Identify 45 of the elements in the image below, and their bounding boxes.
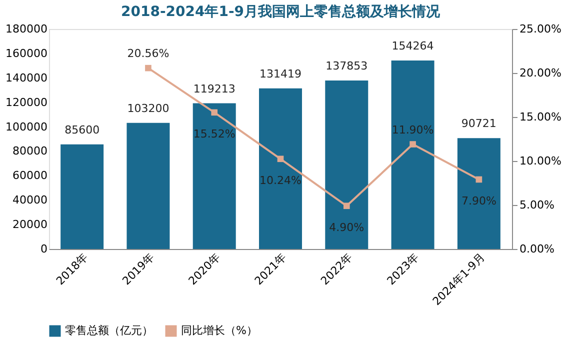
data-label: 119213 [193,82,236,96]
y-tick-label: 20000 [12,218,48,232]
y2-tick-label: 5.00% [520,198,554,212]
point [145,64,152,72]
data-label: 137853 [326,60,368,73]
point [211,109,218,116]
y2-tick-label: 15.00% [520,110,562,124]
data-label: 4.90% [329,220,364,234]
bar [60,144,104,249]
bar [325,80,368,249]
y-tick-label: 180000 [6,22,48,36]
y-tick-label: 160000 [6,46,48,60]
bar [259,88,302,249]
bar [126,122,170,249]
bar [457,138,500,249]
data-label: 103200 [127,102,170,115]
chart-title: 2018-2024年1-9月我国网上零售总额及增长情况 [120,3,442,20]
bar [192,103,236,249]
legend-label: 零售总额（亿元） [65,324,153,337]
point [410,141,416,148]
data-label: 90721 [461,117,496,130]
y-tick-label: 0 [40,242,48,256]
data-label: 20.56% [127,47,170,60]
y-tick-label: 80000 [12,144,48,158]
y2-tick-label: 20.00% [520,66,562,80]
y2-tick-label: 10.00% [520,154,562,168]
y-tick-label: 60000 [12,169,48,182]
y-tick-label: 140000 [6,71,48,84]
y2-tick-label: 25.00% [520,22,562,36]
point [476,176,482,183]
y-tick-label: 40000 [12,194,48,207]
legend-label: 同比增长（%） [181,324,258,337]
y-tick-label: 120000 [6,96,48,109]
y2-tick-label: 0.00% [520,242,554,256]
point [277,156,284,162]
data-label: 85600 [64,123,100,136]
bar [391,60,434,249]
data-label: 7.90% [461,194,496,208]
data-label: 154264 [392,39,434,52]
point [343,202,350,210]
data-label: 11.90% [392,123,434,136]
data-label: 15.52% [193,127,236,140]
data-label: 10.24% [260,174,302,187]
data-label: 131419 [260,67,302,80]
y-tick-label: 100000 [6,120,48,134]
